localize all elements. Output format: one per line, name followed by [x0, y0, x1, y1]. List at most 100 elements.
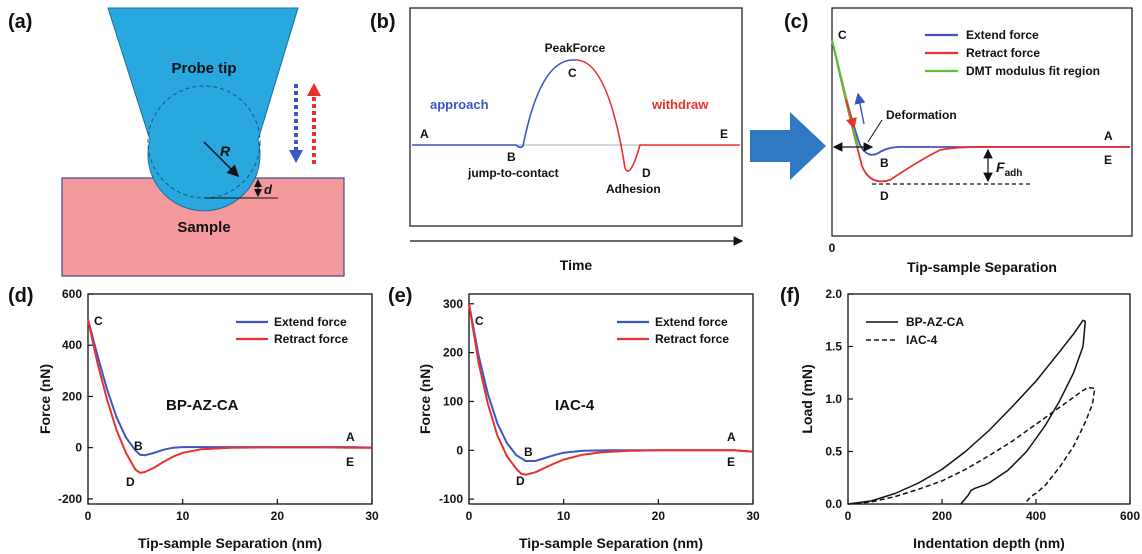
y-tick-label: -100	[439, 492, 463, 506]
deformation-label: Deformation	[886, 108, 957, 122]
x-tick-label: 10	[176, 509, 190, 523]
fadh-label: Fadh	[996, 159, 1022, 179]
y-tick-label: 1.0	[825, 392, 842, 406]
x-tick-label: 10	[557, 509, 571, 523]
y-tick-label: 300	[443, 297, 463, 311]
y-tick-label: 0.5	[825, 445, 842, 459]
series-line-e-1	[468, 303, 754, 476]
c-point-e: E	[1104, 153, 1112, 167]
panel-b-frame	[409, 7, 743, 227]
panel-e-label: (e)	[388, 285, 412, 307]
y-tick-label: 0	[456, 443, 463, 457]
f-legend-iac4: IAC-4	[906, 333, 938, 347]
series-line-f-0	[847, 319, 1087, 505]
x-tick-label: 400	[1026, 509, 1046, 523]
y-tick-label: 400	[62, 338, 82, 352]
e-legend-extend: Extend force	[655, 315, 728, 329]
panel-d-series	[87, 319, 373, 474]
fadh-subscript: adh	[1005, 168, 1023, 179]
panel-d-frame	[87, 293, 373, 505]
panel-d-ylabel: Force (nN)	[37, 364, 53, 434]
panel-d-sample-name: BP-AZ-CA	[166, 397, 239, 414]
withdraw-label: withdraw	[651, 97, 709, 112]
x-tick-label: 0	[845, 509, 852, 523]
withdraw-arrow-head	[307, 83, 321, 96]
c-point-b: B	[880, 156, 889, 170]
panel-e-series	[468, 303, 754, 476]
x-tick-label: 0	[466, 509, 473, 523]
b-point-a: A	[420, 127, 429, 141]
approach-label: approach	[430, 97, 489, 112]
c-point-c: C	[838, 28, 847, 42]
approach-arrow-head	[289, 150, 303, 163]
y-tick-label: 200	[443, 346, 463, 360]
panel-e-xlabel: Tip-sample Separation (nm)	[519, 535, 703, 551]
x-tick-label: 600	[1120, 509, 1140, 523]
e-point-b: B	[524, 445, 533, 459]
d-legend-retract: Retract force	[274, 332, 348, 346]
y-tick-label: 0	[75, 441, 82, 455]
panel-e-legend: Extend force Retract force	[617, 315, 729, 346]
c-point-a: A	[1104, 129, 1113, 143]
panel-c: (c) 0 Tip-sample Separation Deformation …	[784, 7, 1133, 275]
e-point-d: D	[516, 474, 525, 488]
x-tick-label: 30	[746, 509, 760, 523]
withdraw-curve	[575, 59, 740, 172]
e-point-c: C	[475, 314, 484, 328]
d-point-c: C	[94, 314, 103, 328]
d-legend-extend: Extend force	[274, 315, 347, 329]
probe-tip-label: Probe tip	[171, 60, 236, 77]
d-point-a: A	[346, 430, 355, 444]
x-tick-label: 30	[365, 509, 379, 523]
panel-f-series	[847, 319, 1096, 505]
panel-d-xlabel: Tip-sample Separation (nm)	[138, 535, 322, 551]
panel-f-ylabel: Load (mN)	[799, 364, 815, 433]
series-line-f-1	[847, 386, 1096, 505]
panel-f: (f) 0 200 400 600 0.0 0.5 1.0 1.5 2.0 Indentatio…	[780, 285, 1140, 551]
x-tick-label: 20	[271, 509, 285, 523]
y-tick-label: 100	[443, 394, 463, 408]
panel-d-label: (d)	[8, 285, 34, 307]
y-tick-label: -200	[58, 492, 82, 506]
d-point-e: E	[346, 455, 354, 469]
c-fit-region	[830, 39, 860, 149]
c-legend-fit: DMT modulus fit region	[966, 64, 1100, 78]
time-axis-label: Time	[560, 257, 593, 273]
y-tick-label: 0.0	[825, 497, 842, 511]
jump-to-contact-label: jump-to-contact	[467, 166, 559, 180]
c-legend-retract: Retract force	[966, 46, 1040, 60]
panel-e-sample-name: IAC-4	[555, 397, 595, 414]
e-legend-retract: Retract force	[655, 332, 729, 346]
panel-f-frame	[847, 293, 1131, 505]
probe-tip-shape	[107, 7, 299, 212]
peakforce-label: PeakForce	[545, 41, 606, 55]
panel-c-label: (c)	[784, 11, 808, 33]
panel-c-frame	[831, 7, 1133, 237]
y-tick-label: 200	[62, 389, 82, 403]
x-tick-label: 20	[652, 509, 666, 523]
b-point-b: B	[507, 150, 516, 164]
panel-e-ylabel: Force (nN)	[417, 364, 433, 434]
e-point-a: A	[727, 430, 736, 444]
panel-f-ticks: 0 200 400 600 0.0 0.5 1.0 1.5 2.0	[825, 287, 1140, 523]
d-point-b: B	[134, 439, 143, 453]
b-point-d: D	[642, 166, 651, 180]
panel-f-xlabel: Indentation depth (nm)	[913, 535, 1065, 551]
panel-b-label: (b)	[370, 11, 396, 33]
panel-a: (a) R d Probe tip Sample	[8, 7, 345, 277]
panel-c-xlabel: Tip-sample Separation	[907, 259, 1057, 275]
deformation-leader	[867, 119, 883, 143]
approach-curve	[412, 59, 576, 149]
c-legend: Extend force Retract force DMT modulus f…	[925, 28, 1100, 78]
e-point-e: E	[727, 455, 735, 469]
transition-arrow	[750, 112, 826, 180]
panel-d-legend: Extend force Retract force	[236, 315, 348, 346]
c-extend-direction-arrow	[854, 92, 866, 125]
x-tick-label: 0	[85, 509, 92, 523]
y-tick-label: 2.0	[825, 287, 842, 301]
